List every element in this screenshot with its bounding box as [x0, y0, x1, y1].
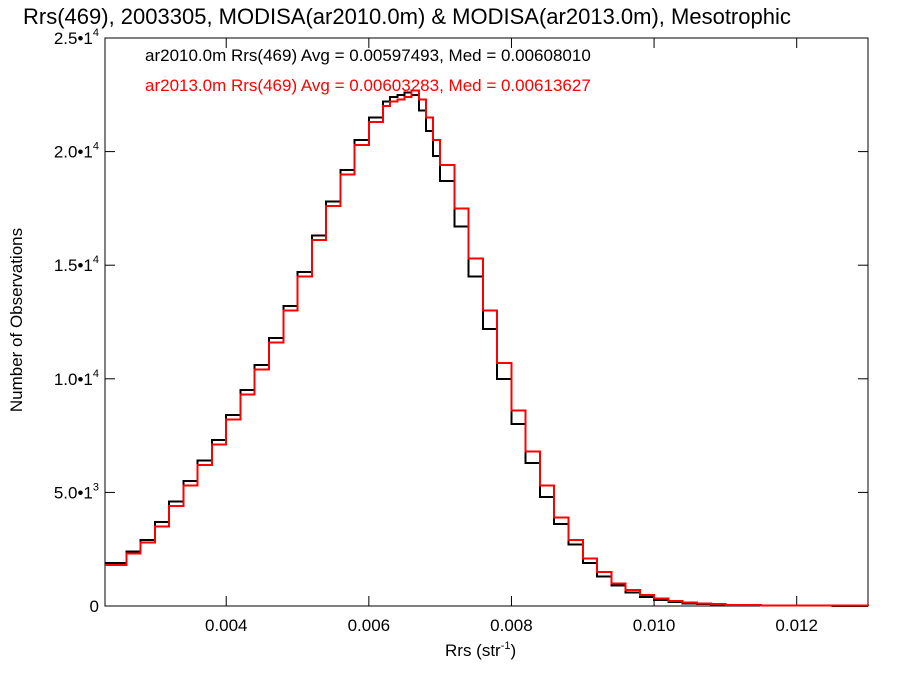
x-tick-label: 0.012	[775, 616, 818, 635]
y-axis-label: Number of Observations	[7, 228, 26, 412]
x-tick-label: 0.004	[205, 616, 248, 635]
x-axis-ticks: 0.004 0.006 0.008 0.010 0.012	[205, 38, 818, 635]
x-axis-label-sup: -1	[501, 640, 511, 652]
y-tick-label: 2.5•14	[54, 27, 99, 48]
y-tick-label: 2.0•14	[54, 141, 99, 162]
y-tick-label: 0	[90, 597, 99, 616]
y-axis-ticks: 0 5.0•13 1.0•14 1.5•14 2.0•14 2.5•14	[54, 27, 868, 616]
x-axis-label: Rrs (str-1)	[445, 640, 516, 660]
y-tick-label: 1.0•14	[54, 368, 99, 389]
chart-title: Rrs(469), 2003305, MODISA(ar2010.0m) & M…	[23, 4, 791, 29]
y-tick-label: 5.0•13	[54, 481, 99, 502]
annotation-ar2010: ar2010.0m Rrs(469) Avg = 0.00597493, Med…	[145, 46, 591, 65]
x-tick-label: 0.006	[348, 616, 391, 635]
series-layer	[105, 89, 869, 607]
plot-frame	[104, 37, 869, 607]
x-tick-label: 0.008	[490, 616, 533, 635]
x-axis-label-end: )	[511, 641, 517, 660]
series-line-1	[105, 89, 869, 607]
y-tick-label: 1.5•14	[54, 254, 99, 275]
x-axis-label-text: Rrs (str	[445, 641, 501, 660]
annotation-ar2013: ar2013.0m Rrs(469) Avg = 0.00603283, Med…	[145, 76, 591, 95]
x-tick-label: 0.010	[633, 616, 676, 635]
series-line-0	[105, 91, 869, 607]
